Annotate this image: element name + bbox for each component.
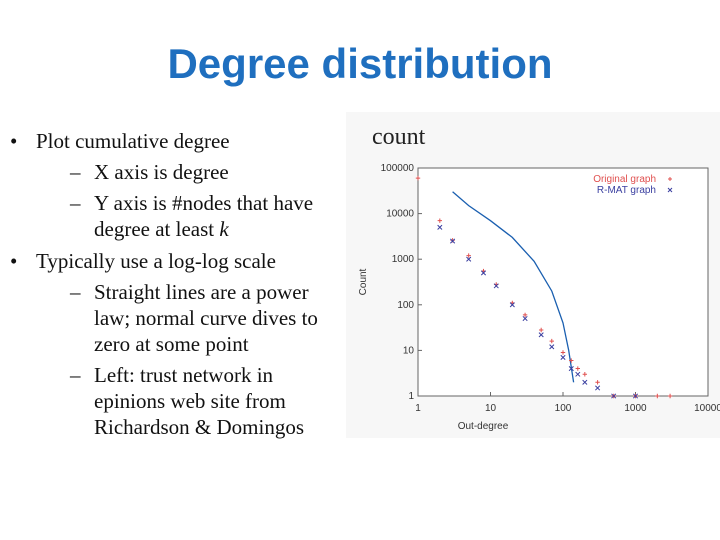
bullet-item: • Plot cumulative degree – X axis is deg… xyxy=(8,128,338,242)
slide-title: Degree distribution xyxy=(167,40,553,87)
bullet-item: • Typically use a log-log scale – Straig… xyxy=(8,248,338,440)
data-point xyxy=(549,338,554,344)
data-point xyxy=(549,344,555,350)
x-tick-label: 10000 xyxy=(694,403,720,414)
data-point xyxy=(569,358,574,363)
sub-bullet-marker: – xyxy=(70,160,81,184)
legend-marker xyxy=(668,177,672,181)
data-point xyxy=(522,312,528,318)
x-tick-label: 1 xyxy=(415,403,421,414)
y-tick-label: 100 xyxy=(397,300,414,311)
x-tick-label: 10 xyxy=(485,403,497,414)
data-point xyxy=(415,175,421,181)
sub-bullet-item: – Y axis is #nodes that have degree at l… xyxy=(36,190,338,242)
plot-area xyxy=(417,167,709,397)
data-point xyxy=(493,283,499,289)
data-point xyxy=(450,238,456,244)
data-point xyxy=(611,393,617,399)
data-point xyxy=(575,371,581,377)
data-point xyxy=(538,332,544,338)
data-point xyxy=(595,380,600,385)
data-point xyxy=(655,393,660,399)
data-point xyxy=(582,372,588,377)
x-tick-label: 1000 xyxy=(624,403,647,414)
y-tick-label: 100000 xyxy=(381,163,415,174)
sub-bullet-marker: – xyxy=(70,191,81,215)
count-label: count xyxy=(372,124,426,150)
fitted-curve xyxy=(452,191,575,383)
data-point xyxy=(568,365,574,372)
k-variable: k xyxy=(219,217,229,241)
y-tick-label: 1 xyxy=(408,391,414,402)
data-point xyxy=(560,354,566,361)
data-point xyxy=(437,218,443,223)
sub-bullet-item: – Straight lines are a power law; normal… xyxy=(36,279,338,357)
bullet-text: Typically use a log-log scale xyxy=(36,249,276,273)
sub-bullet-text: Straight lines are a power law; normal c… xyxy=(94,280,318,356)
data-point xyxy=(480,270,487,276)
y-axis-label: Count xyxy=(358,268,369,295)
y-tick-label: 1000 xyxy=(392,254,415,265)
data-point xyxy=(466,256,472,262)
bullet-marker: • xyxy=(10,249,18,273)
data-point xyxy=(575,366,580,371)
legend-marker xyxy=(667,187,673,193)
data-point xyxy=(466,253,471,258)
sub-bullet-item: – Left: trust network in epinions web si… xyxy=(36,362,338,440)
legend-label: R-MAT graph xyxy=(597,185,656,196)
sub-bullet-marker: – xyxy=(70,280,81,304)
sub-bullet-text: Y axis is #nodes that have degree at lea… xyxy=(94,191,314,241)
sub-bullet-text: X axis is degree xyxy=(94,160,229,184)
x-tick-label: 100 xyxy=(555,403,572,414)
sub-bullet-marker: – xyxy=(70,363,81,387)
data-point xyxy=(538,327,544,333)
legend-label: Original graph xyxy=(593,174,656,185)
data-point xyxy=(582,379,588,385)
sub-bullet-item: – X axis is degree xyxy=(36,159,338,185)
data-point xyxy=(632,393,639,399)
data-point xyxy=(667,393,673,399)
bullet-marker: • xyxy=(10,129,18,153)
data-point xyxy=(595,385,601,391)
data-point xyxy=(560,350,566,355)
bullet-list: • Plot cumulative degree – X axis is deg… xyxy=(8,128,338,446)
x-axis-label: Out-degree xyxy=(458,421,509,432)
y-tick-label: 10 xyxy=(403,345,415,356)
bullet-text: Plot cumulative degree xyxy=(36,129,230,153)
y-tick-label: 10000 xyxy=(386,209,414,220)
data-point xyxy=(509,302,515,308)
data-point xyxy=(437,224,443,230)
data-point xyxy=(522,315,528,322)
sub-bullet-text: Left: trust network in epinions web site… xyxy=(94,363,304,439)
